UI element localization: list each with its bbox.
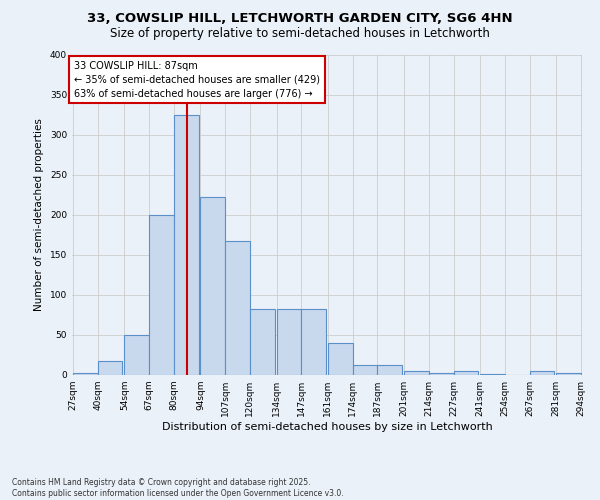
Bar (404, 371, 429, 375)
X-axis label: Distribution of semi-detached houses by size in Letchworth: Distribution of semi-detached houses by … (161, 422, 493, 432)
Text: Contains HM Land Registry data © Crown copyright and database right 2025.
Contai: Contains HM Land Registry data © Crown c… (12, 478, 344, 498)
Text: Size of property relative to semi-detached houses in Letchworth: Size of property relative to semi-detach… (110, 28, 490, 40)
Bar (328, 343, 353, 375)
Y-axis label: Number of semi-detached properties: Number of semi-detached properties (34, 118, 44, 312)
Bar (174, 115, 199, 375)
Text: 33, COWSLIP HILL, LETCHWORTH GARDEN CITY, SG6 4HN: 33, COWSLIP HILL, LETCHWORTH GARDEN CITY… (87, 12, 513, 26)
Bar (250, 308, 275, 375)
Bar (225, 242, 250, 375)
Bar (377, 366, 402, 375)
Bar (200, 198, 225, 375)
Bar (149, 215, 174, 375)
Bar (124, 335, 149, 375)
Bar (480, 374, 505, 375)
Bar (454, 371, 478, 375)
Bar (556, 372, 581, 375)
Bar (277, 308, 301, 375)
Bar (98, 360, 122, 375)
Bar (429, 372, 454, 375)
Bar (301, 308, 326, 375)
Bar (353, 366, 377, 375)
Text: 33 COWSLIP HILL: 87sqm
← 35% of semi-detached houses are smaller (429)
63% of se: 33 COWSLIP HILL: 87sqm ← 35% of semi-det… (74, 60, 320, 98)
Bar (73, 372, 98, 375)
Bar (530, 371, 554, 375)
